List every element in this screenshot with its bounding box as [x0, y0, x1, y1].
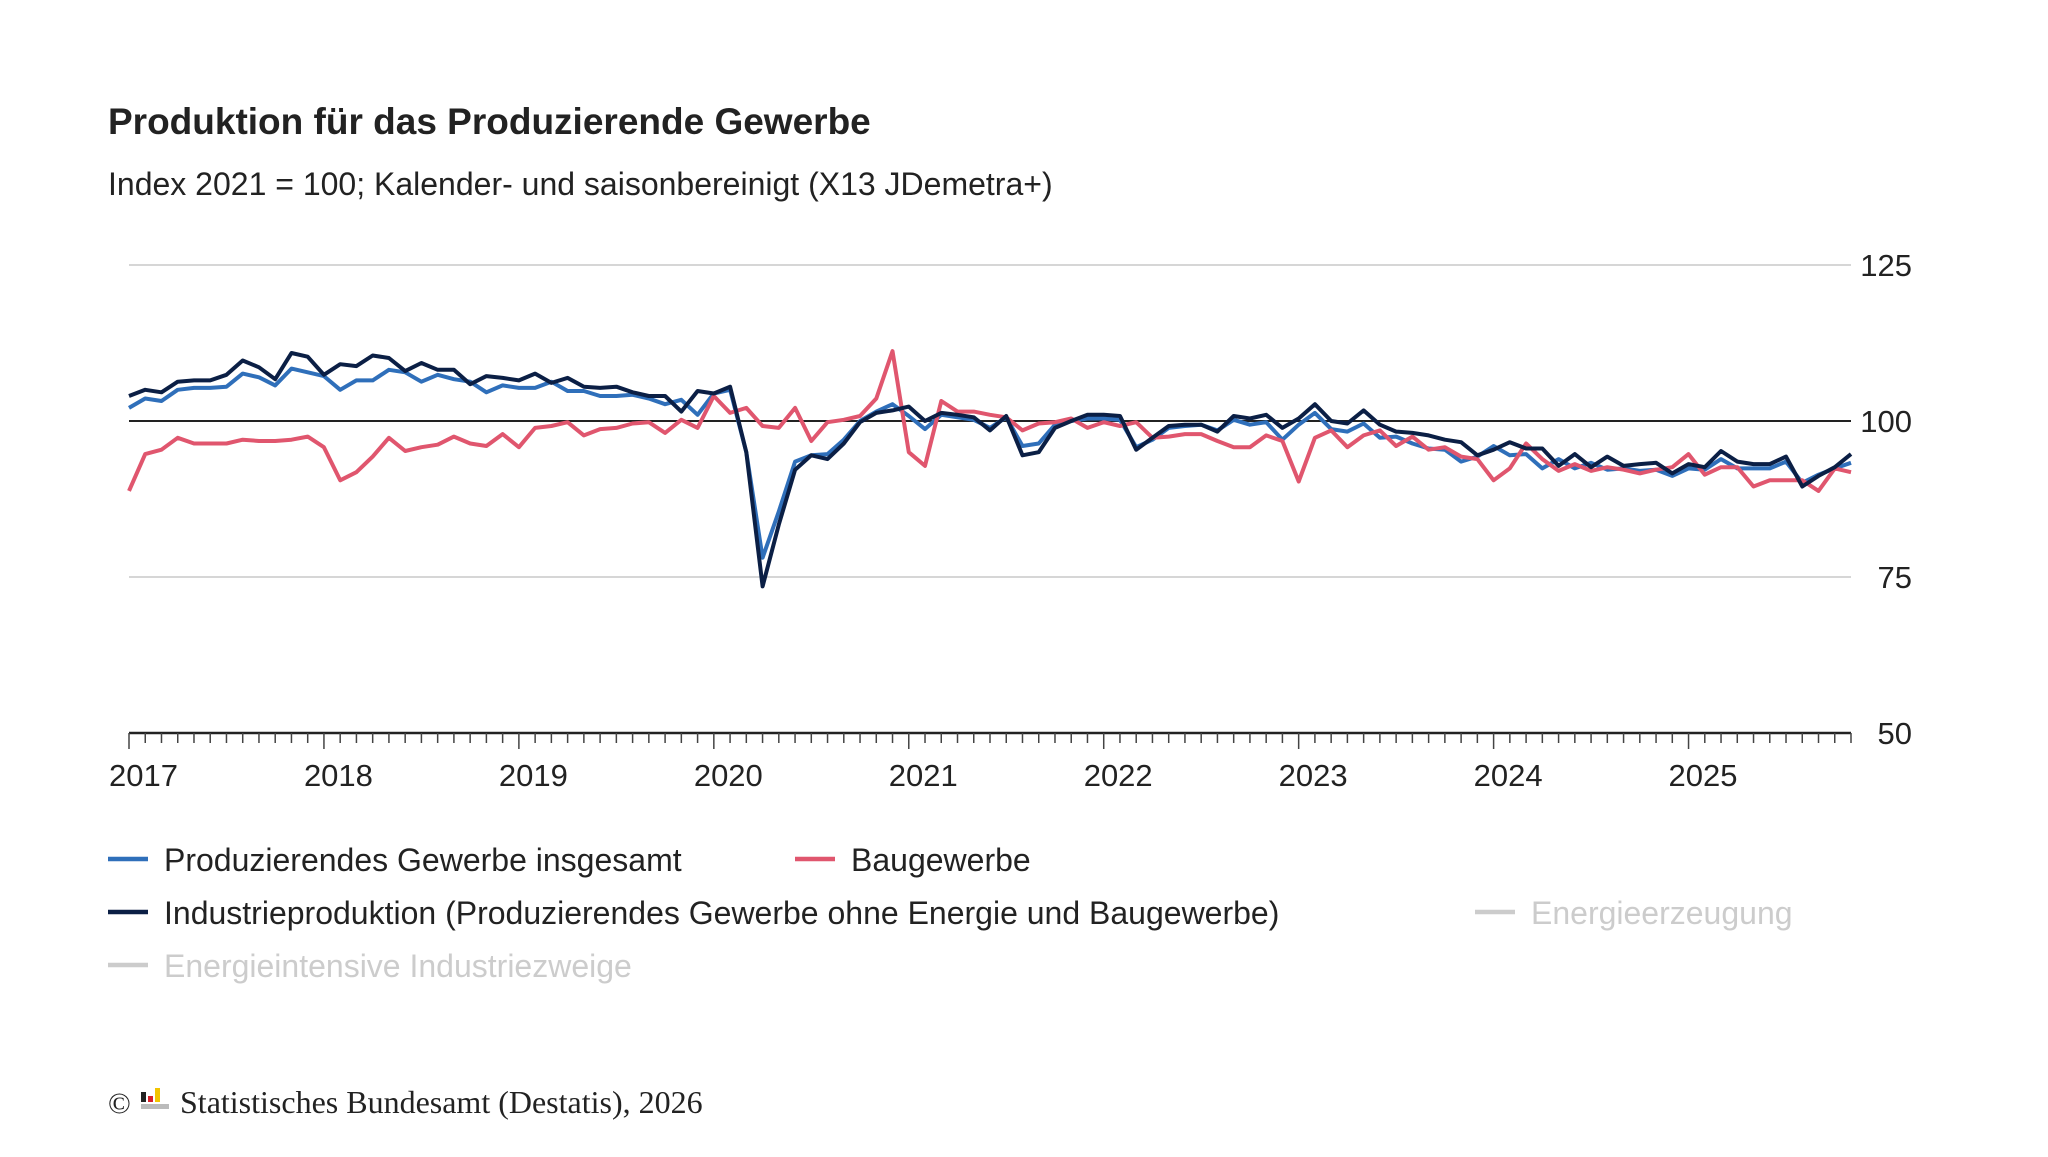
x-tick-label: 2017 — [109, 758, 178, 793]
legend-label: Baugewerbe — [851, 842, 1031, 878]
legend-label: Produzierendes Gewerbe insgesamt — [164, 842, 682, 878]
series-line — [127, 349, 1852, 493]
y-tick-label: 50 — [1878, 716, 1912, 751]
x-tick-label: 2021 — [889, 758, 958, 793]
y-tick-label: 100 — [1860, 404, 1912, 439]
x-tick-label: 2019 — [499, 758, 568, 793]
legend-label: Energieintensive Industriezweige — [164, 948, 632, 984]
x-tick-label: 2023 — [1279, 758, 1348, 793]
y-tick-label: 75 — [1878, 560, 1912, 595]
copyright: © — [108, 1087, 131, 1120]
series-line — [127, 366, 1852, 560]
series-line — [128, 351, 1853, 589]
chart-subtitle: Index 2021 = 100; Kalender- und saisonbe… — [108, 166, 1053, 202]
x-tick-label: 2024 — [1474, 758, 1543, 793]
x-tick-label: 2022 — [1084, 758, 1153, 793]
legend-label: Energieerzeugung — [1531, 895, 1793, 931]
logo — [141, 1088, 169, 1109]
source: Statistisches Bundesamt (Destatis), 2026 — [180, 1084, 703, 1120]
x-tick-label: 2018 — [304, 758, 373, 793]
legend-label: Industrieproduktion (Produzierendes Gewe… — [164, 895, 1279, 931]
x-tick-label: 2020 — [694, 758, 763, 793]
chart-title: Produktion für das Produzierende Gewerbe — [108, 101, 871, 142]
x-tick-label: 2025 — [1669, 758, 1738, 793]
y-tick-label: 125 — [1860, 248, 1912, 283]
